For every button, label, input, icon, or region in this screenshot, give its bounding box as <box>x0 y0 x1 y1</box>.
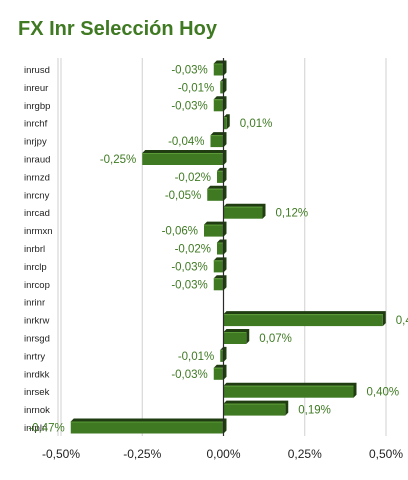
value-label: -0,03% <box>171 279 207 291</box>
value-label: -0,02% <box>175 244 211 256</box>
x-tick-label: 0,00% <box>206 447 240 461</box>
category-label: inrsek <box>24 387 50 398</box>
bar <box>217 170 224 183</box>
category-label: inrnok <box>24 405 50 416</box>
bar <box>223 117 227 130</box>
bar <box>213 278 224 291</box>
bar <box>223 403 286 416</box>
bar <box>204 224 224 237</box>
bar-depth <box>220 78 227 94</box>
value-label: 0,4 <box>396 315 408 327</box>
bar-depth <box>223 114 230 130</box>
x-tick-label: -0,25% <box>123 447 161 461</box>
category-label: inrdkk <box>24 369 50 380</box>
bar <box>223 206 263 219</box>
value-label: -0,25% <box>100 154 136 166</box>
value-label: -0,03% <box>171 65 207 77</box>
category-label: inraud <box>24 155 50 166</box>
category-label: inrcop <box>24 280 50 291</box>
x-tick-label: 0,50% <box>369 447 403 461</box>
bar <box>220 349 224 362</box>
value-label: -0,47% <box>28 423 64 435</box>
value-label: 0,01% <box>240 118 273 130</box>
category-label: inrinr <box>24 298 45 309</box>
bar <box>213 63 224 76</box>
bar <box>213 260 224 273</box>
bar <box>223 314 383 327</box>
chart-title: FX Inr Selección Hoy <box>18 18 217 40</box>
category-label: inrjpy <box>24 137 47 148</box>
value-label: 0,12% <box>276 208 309 220</box>
value-label: 0,07% <box>259 333 292 345</box>
category-label: inrmxn <box>24 226 53 237</box>
bar-depth <box>217 167 227 183</box>
value-label: -0,05% <box>165 190 201 202</box>
value-label: -0,03% <box>171 261 207 273</box>
value-label: 0,19% <box>298 405 331 417</box>
value-label: -0,01% <box>178 82 214 94</box>
bar <box>213 367 224 380</box>
x-tick-label: 0,25% <box>288 447 322 461</box>
category-label: inrkrw <box>24 316 49 327</box>
category-label: inrsgd <box>24 334 50 345</box>
category-label: inrbrl <box>24 244 45 255</box>
bar <box>217 242 224 255</box>
category-label: inrpln <box>24 423 47 434</box>
bar <box>213 99 224 112</box>
x-tick-label: -0,50% <box>42 447 80 461</box>
value-label: -0,03% <box>171 100 207 112</box>
category-label: inrcad <box>24 208 50 219</box>
bar <box>210 135 224 148</box>
bar-depth <box>217 239 227 255</box>
category-label: inrnzd <box>24 172 50 183</box>
value-label: -0,02% <box>175 172 211 184</box>
category-label: inrtry <box>24 351 45 362</box>
category-label: inrclp <box>24 262 47 273</box>
bar <box>142 153 224 165</box>
category-label: inrchf <box>24 119 48 130</box>
value-label: -0,04% <box>168 136 204 148</box>
value-label: -0,06% <box>162 226 198 238</box>
bar <box>223 332 247 344</box>
value-label: 0,40% <box>367 387 400 399</box>
category-label: inrcny <box>24 190 50 201</box>
bar <box>223 385 354 398</box>
bar <box>207 188 224 201</box>
bar <box>70 421 224 434</box>
bar <box>220 81 224 94</box>
category-label: inrusd <box>24 65 50 76</box>
bar-depth <box>220 346 227 362</box>
value-label: -0,03% <box>171 369 207 381</box>
value-label: -0,01% <box>178 351 214 363</box>
category-label: inrgbp <box>24 101 50 112</box>
category-label: inreur <box>24 83 48 94</box>
